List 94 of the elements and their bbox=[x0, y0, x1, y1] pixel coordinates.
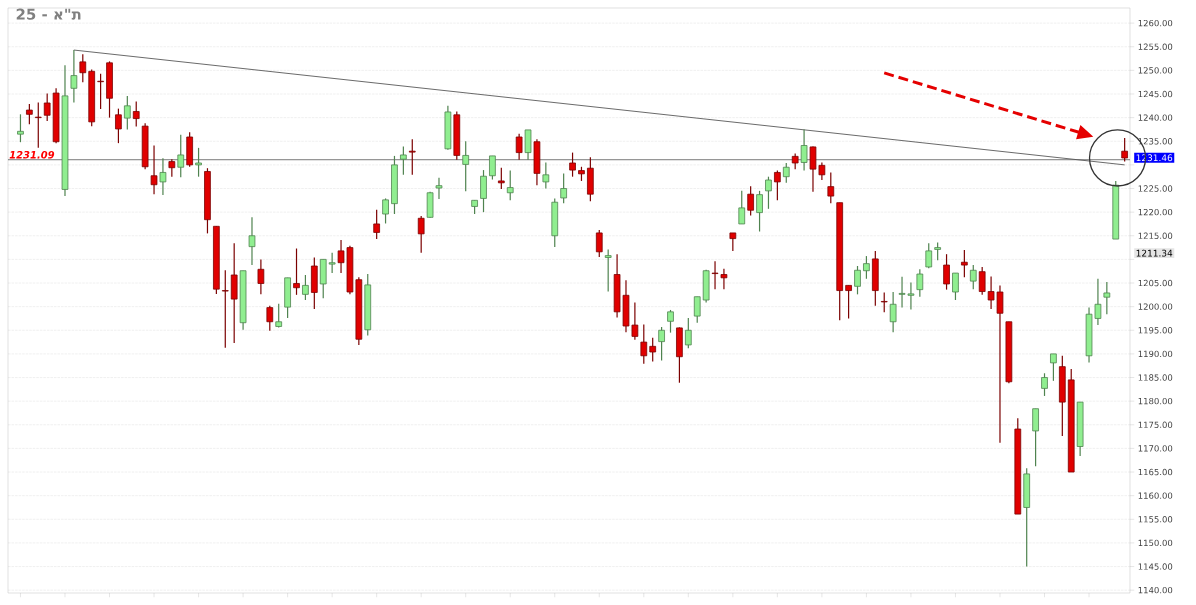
y-tick-label: 1255.00 bbox=[1138, 43, 1173, 50]
candlestick bbox=[747, 185, 754, 217]
candlestick bbox=[435, 177, 443, 200]
candlestick bbox=[961, 249, 968, 278]
candlestick bbox=[293, 247, 300, 296]
text: 1211.34 bbox=[1136, 249, 1173, 257]
candlestick bbox=[328, 252, 336, 274]
y-tick-label: 1150.00 bbox=[1138, 539, 1173, 547]
candlestick bbox=[515, 133, 523, 161]
candlestick bbox=[640, 324, 648, 365]
y-tick-label: 1185.00 bbox=[1138, 374, 1173, 381]
candlestick bbox=[506, 169, 514, 201]
y-tick-label: 1245.00 bbox=[1138, 90, 1173, 98]
candlestick bbox=[649, 337, 657, 363]
candlestick bbox=[195, 147, 202, 178]
candlestick bbox=[604, 248, 612, 293]
chart-title: 25 - א"ת bbox=[16, 8, 81, 20]
candlestick bbox=[373, 209, 380, 240]
candlestick bbox=[480, 169, 487, 213]
candlestick bbox=[569, 151, 576, 178]
candlestick bbox=[782, 162, 790, 184]
y-tick-label: 1160.00 bbox=[1138, 492, 1173, 499]
candlestick bbox=[70, 49, 78, 104]
candlestick bbox=[497, 167, 505, 190]
candlestick bbox=[595, 229, 603, 258]
candlestick bbox=[1050, 353, 1057, 382]
candlestick bbox=[115, 108, 122, 144]
y-tick-label: 1235.00 bbox=[1138, 138, 1173, 145]
candlestick bbox=[1041, 372, 1048, 397]
ref-line-label: 1231.09 bbox=[9, 150, 55, 159]
candlestick bbox=[684, 317, 692, 349]
candlestick bbox=[658, 326, 665, 362]
candlestick bbox=[221, 269, 229, 349]
candlestick bbox=[969, 264, 977, 290]
candlestick bbox=[667, 309, 674, 334]
candlestick bbox=[560, 172, 567, 204]
y-tick-label: 1215.00 bbox=[1138, 232, 1173, 239]
candlestick bbox=[79, 53, 87, 83]
candlestick bbox=[123, 95, 131, 131]
y-tick-label: 1225.00 bbox=[1138, 185, 1173, 192]
candlestick bbox=[711, 260, 719, 290]
y-tick-label: 1190.00 bbox=[1138, 350, 1173, 358]
candlestick bbox=[693, 296, 701, 324]
candlestick bbox=[1032, 408, 1039, 467]
y-tick-label: 1180.00 bbox=[1138, 397, 1173, 405]
candlestick bbox=[417, 215, 425, 254]
candlestick bbox=[916, 268, 924, 298]
y-tick-label: 1220.00 bbox=[1138, 208, 1173, 216]
candlestick bbox=[952, 272, 959, 301]
candlestick bbox=[150, 144, 158, 195]
y-tick-label: 1250.00 bbox=[1138, 67, 1173, 74]
y-tick-label: 1175.00 bbox=[1138, 421, 1173, 428]
candlestick bbox=[382, 197, 389, 225]
candlestick bbox=[17, 113, 24, 143]
y-tick-label: 1205.00 bbox=[1138, 279, 1173, 287]
candlestick bbox=[257, 258, 265, 295]
candlestick bbox=[800, 128, 808, 172]
candlestick bbox=[854, 265, 861, 295]
y-tick-label: 1200.00 bbox=[1138, 303, 1173, 310]
candlestick bbox=[925, 242, 933, 269]
candlestick bbox=[765, 176, 772, 210]
candlestick bbox=[943, 253, 950, 291]
candlestick bbox=[542, 161, 550, 190]
candlestick bbox=[400, 145, 407, 176]
candlestick bbox=[489, 155, 496, 181]
candlestick bbox=[524, 129, 532, 161]
candlestick bbox=[177, 134, 185, 178]
y-tick-label: 1145.00 bbox=[1138, 563, 1173, 570]
candlestick bbox=[302, 274, 309, 301]
candlestick bbox=[408, 138, 416, 176]
candlestick bbox=[462, 140, 470, 192]
candlestick bbox=[880, 291, 888, 313]
candlestick bbox=[132, 100, 140, 128]
candlestick bbox=[266, 305, 274, 332]
y-tick-label: 1240.00 bbox=[1138, 114, 1173, 121]
candlestick bbox=[1121, 137, 1128, 163]
candlestick bbox=[720, 268, 728, 290]
candlestick bbox=[889, 291, 897, 333]
candlestick bbox=[845, 284, 852, 320]
candlestick bbox=[26, 103, 33, 125]
candlestick bbox=[863, 255, 870, 280]
candlestick bbox=[1103, 281, 1111, 315]
candlestick bbox=[159, 157, 167, 196]
y-tick-label: 1140.00 bbox=[1138, 586, 1173, 594]
candlestick bbox=[756, 190, 763, 233]
candlestick bbox=[738, 190, 746, 225]
candlestick bbox=[248, 216, 256, 266]
y-tick-label: 1170.00 bbox=[1138, 445, 1173, 452]
y-tick-label: 1165.00 bbox=[1138, 468, 1173, 476]
candlestick bbox=[827, 171, 835, 204]
candlestick bbox=[774, 169, 781, 201]
y-tick-label: 1260.00 bbox=[1138, 19, 1173, 27]
y-tick-label: 1155.00 bbox=[1138, 516, 1173, 523]
y-tick-label: 1195.00 bbox=[1138, 327, 1173, 334]
